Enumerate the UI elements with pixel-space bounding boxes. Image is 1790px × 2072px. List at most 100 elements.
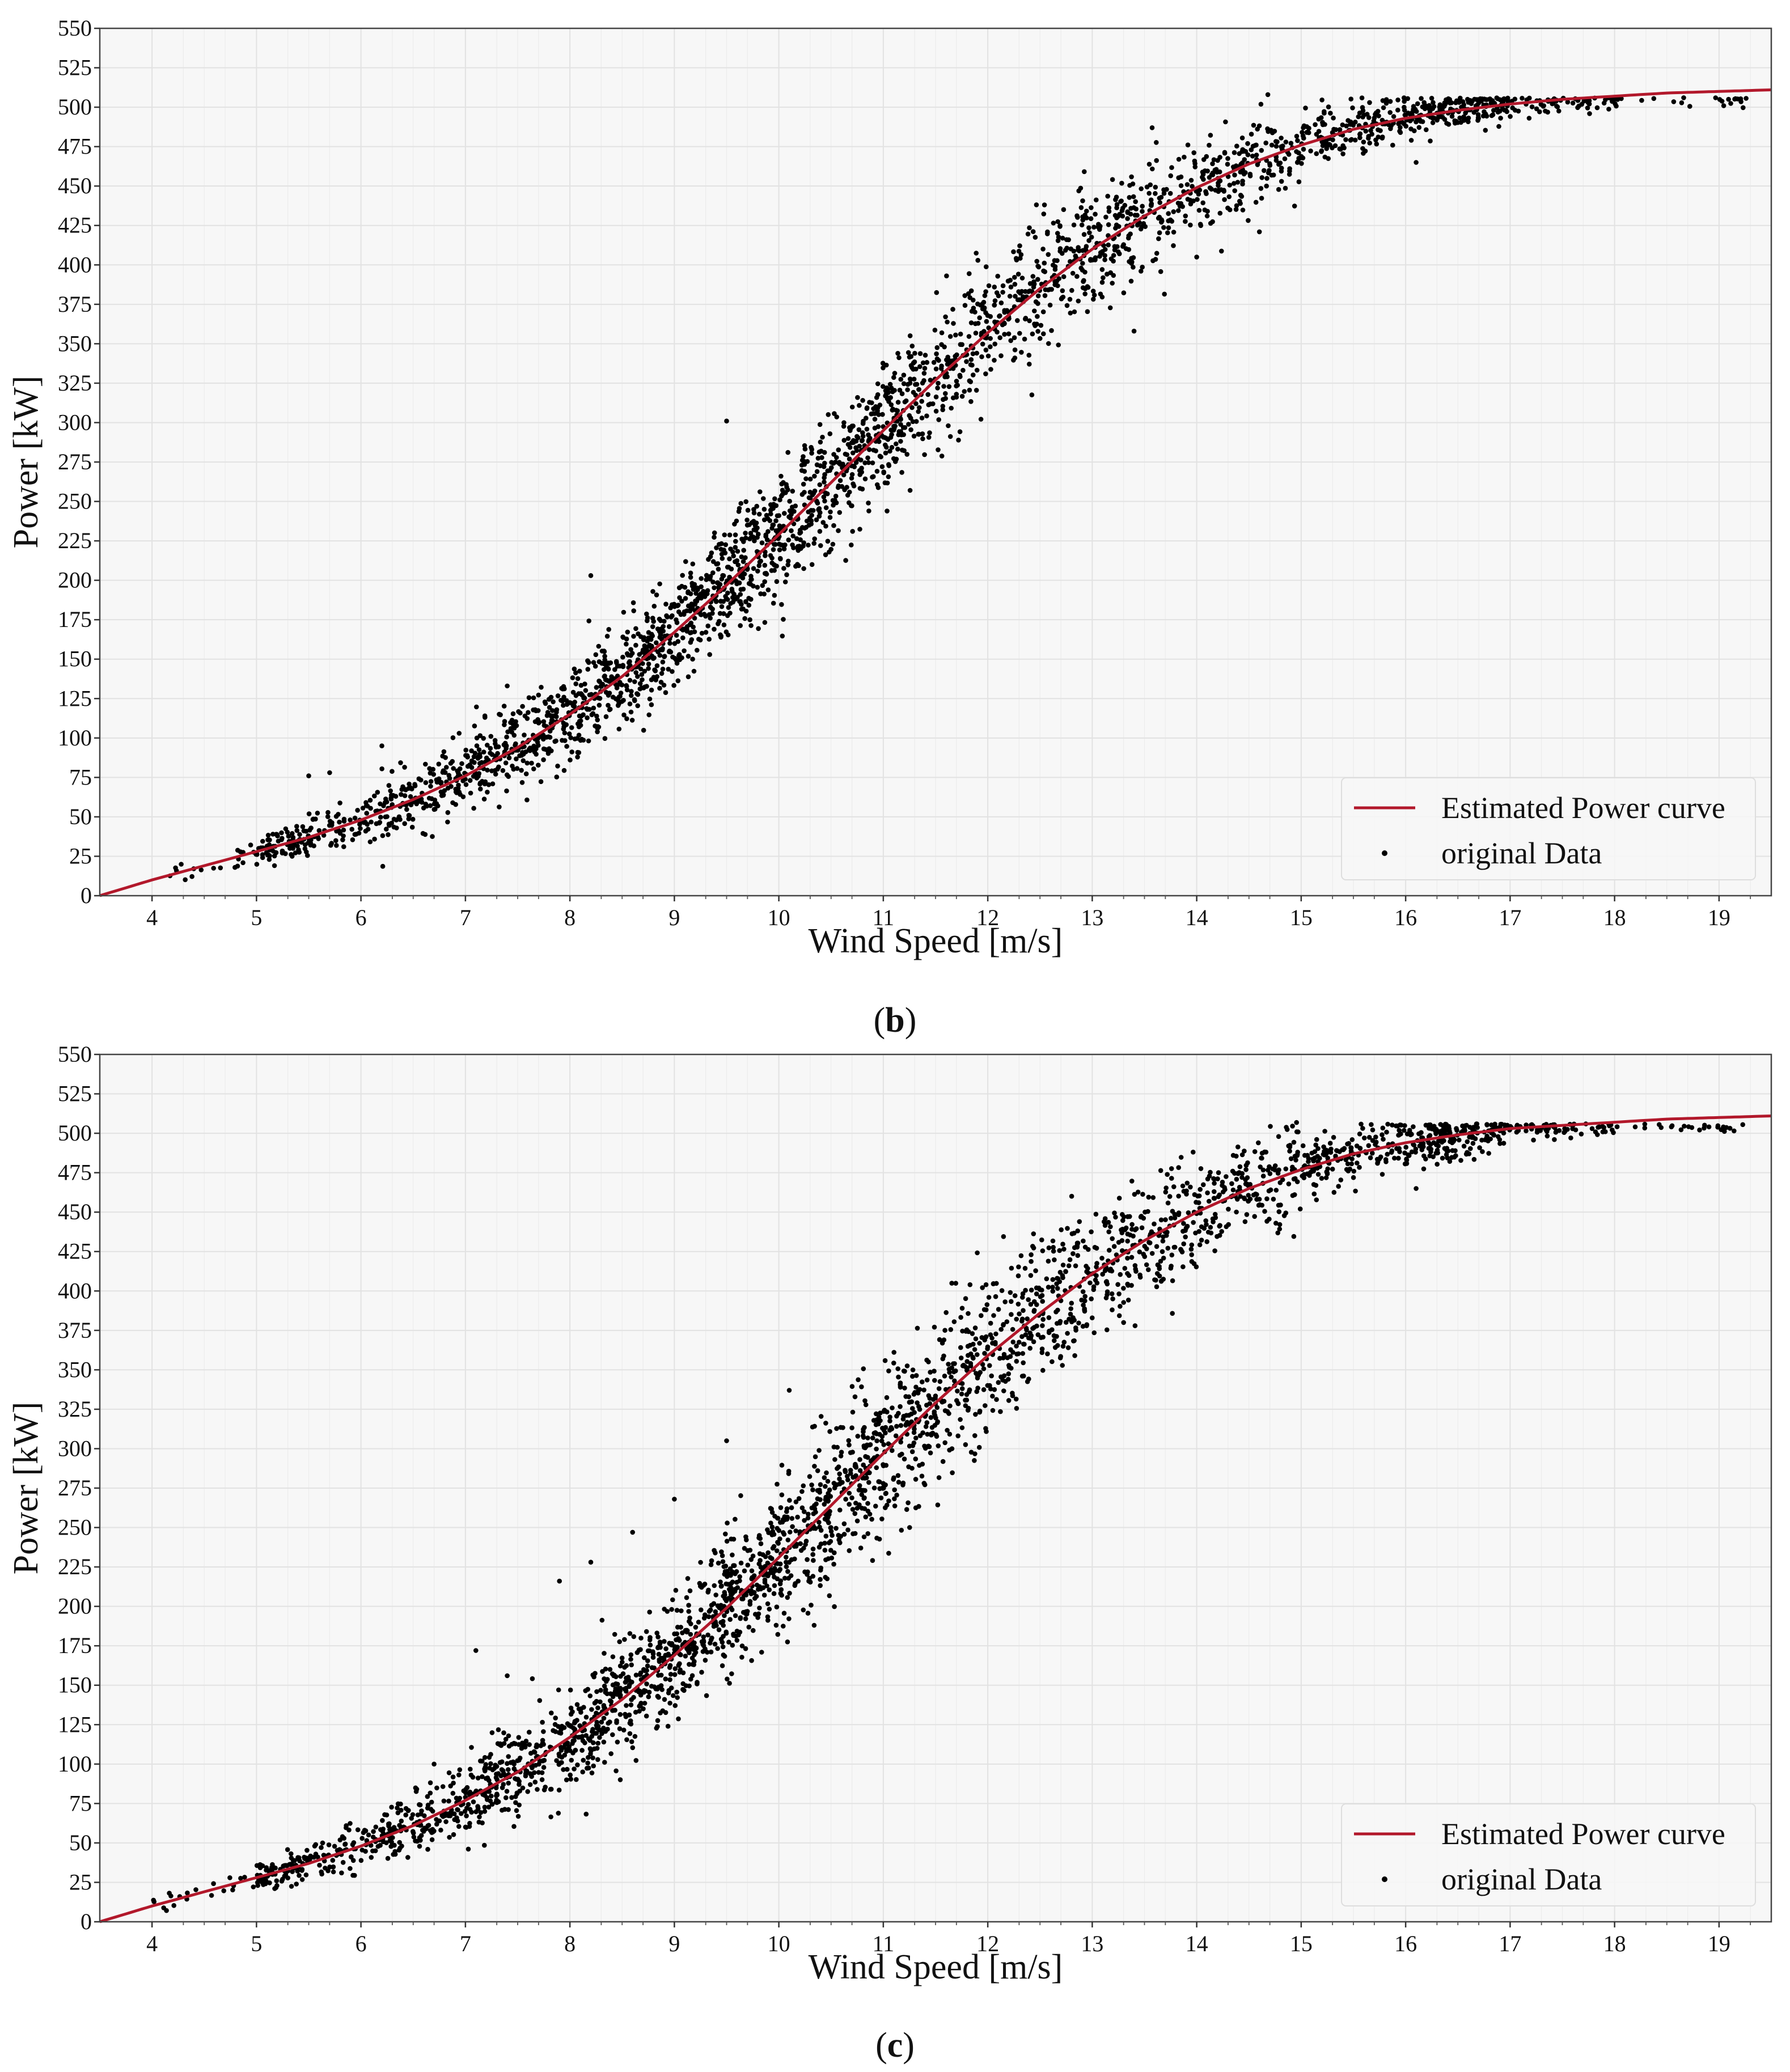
data-point — [738, 599, 743, 604]
data-point — [293, 850, 298, 855]
data-point — [762, 562, 768, 568]
data-point — [1259, 196, 1264, 201]
data-point — [386, 783, 392, 788]
data-point — [983, 1403, 988, 1408]
data-point — [1350, 105, 1355, 111]
data-point — [240, 860, 246, 866]
data-point — [607, 1667, 613, 1672]
data-point — [789, 1505, 794, 1510]
data-point — [665, 1723, 671, 1729]
data-point — [644, 1681, 649, 1687]
data-point — [554, 707, 560, 713]
data-point — [778, 473, 784, 479]
data-point — [958, 1355, 964, 1361]
data-point — [849, 404, 855, 410]
data-point — [515, 1813, 521, 1819]
data-point — [1496, 124, 1501, 129]
data-point — [1495, 96, 1500, 101]
data-point — [504, 734, 509, 740]
data-point — [517, 1755, 523, 1761]
data-point — [428, 779, 434, 784]
data-point — [556, 1787, 562, 1793]
data-point — [1744, 96, 1749, 101]
data-point — [1061, 207, 1067, 213]
data-point — [556, 1811, 561, 1816]
data-point — [751, 1590, 757, 1595]
data-point — [1030, 229, 1036, 234]
data-point — [1121, 290, 1127, 295]
data-point — [455, 1807, 460, 1812]
data-point — [455, 786, 461, 791]
data-point — [757, 1551, 763, 1557]
data-point — [842, 487, 847, 493]
legend-dot-swatch — [1382, 850, 1387, 856]
data-point — [594, 1689, 599, 1694]
data-point — [1721, 103, 1726, 108]
data-point — [650, 589, 655, 594]
data-point — [522, 1743, 528, 1748]
data-point — [688, 570, 693, 576]
data-point — [676, 585, 682, 591]
data-point — [738, 1493, 743, 1498]
data-point — [477, 1814, 482, 1820]
data-point — [585, 707, 590, 712]
data-point — [662, 633, 667, 639]
data-point — [765, 1527, 770, 1532]
data-point — [884, 362, 889, 368]
data-point — [654, 663, 660, 668]
data-point — [639, 672, 645, 677]
data-point — [807, 476, 813, 482]
y-tick-label: 450 — [58, 173, 92, 198]
data-point — [425, 1794, 430, 1799]
data-point — [1042, 293, 1048, 298]
data-point — [313, 1851, 319, 1857]
data-point — [646, 1694, 651, 1700]
data-point — [488, 745, 493, 751]
data-point — [805, 1515, 811, 1521]
data-point — [631, 634, 636, 639]
data-point — [1266, 129, 1271, 134]
data-point — [1681, 95, 1686, 100]
data-point — [1601, 100, 1607, 106]
data-point — [885, 395, 890, 400]
data-point — [870, 1435, 875, 1440]
data-point — [1239, 194, 1245, 199]
data-point — [419, 1808, 424, 1813]
data-point — [1204, 191, 1209, 196]
data-point — [809, 562, 815, 567]
data-point — [594, 1745, 600, 1751]
data-point — [879, 1516, 885, 1522]
data-point — [429, 1837, 435, 1842]
data-point — [886, 390, 891, 395]
data-point — [1253, 200, 1259, 205]
data-point — [849, 472, 855, 477]
data-point — [899, 470, 904, 475]
data-point — [456, 1772, 462, 1778]
data-point — [594, 685, 599, 690]
data-point — [645, 1658, 650, 1663]
data-point — [743, 1592, 749, 1598]
data-point — [1126, 233, 1132, 239]
data-point — [1113, 197, 1118, 202]
data-point — [558, 1748, 564, 1753]
data-point — [714, 561, 719, 567]
data-point — [646, 662, 651, 667]
data-point — [983, 289, 988, 294]
data-point — [844, 452, 849, 457]
data-point — [399, 787, 405, 792]
data-point — [836, 528, 841, 533]
data-point — [1527, 95, 1532, 101]
data-point — [852, 464, 857, 469]
data-point — [513, 741, 518, 747]
data-point — [399, 792, 404, 797]
data-point — [763, 571, 768, 576]
data-point — [390, 1835, 395, 1840]
data-point — [773, 528, 779, 533]
data-point — [988, 344, 993, 349]
data-point — [1034, 202, 1039, 207]
data-point — [812, 536, 817, 541]
data-point — [601, 1715, 607, 1721]
data-point — [642, 668, 648, 674]
data-point — [1449, 100, 1454, 105]
data-point — [578, 683, 584, 688]
